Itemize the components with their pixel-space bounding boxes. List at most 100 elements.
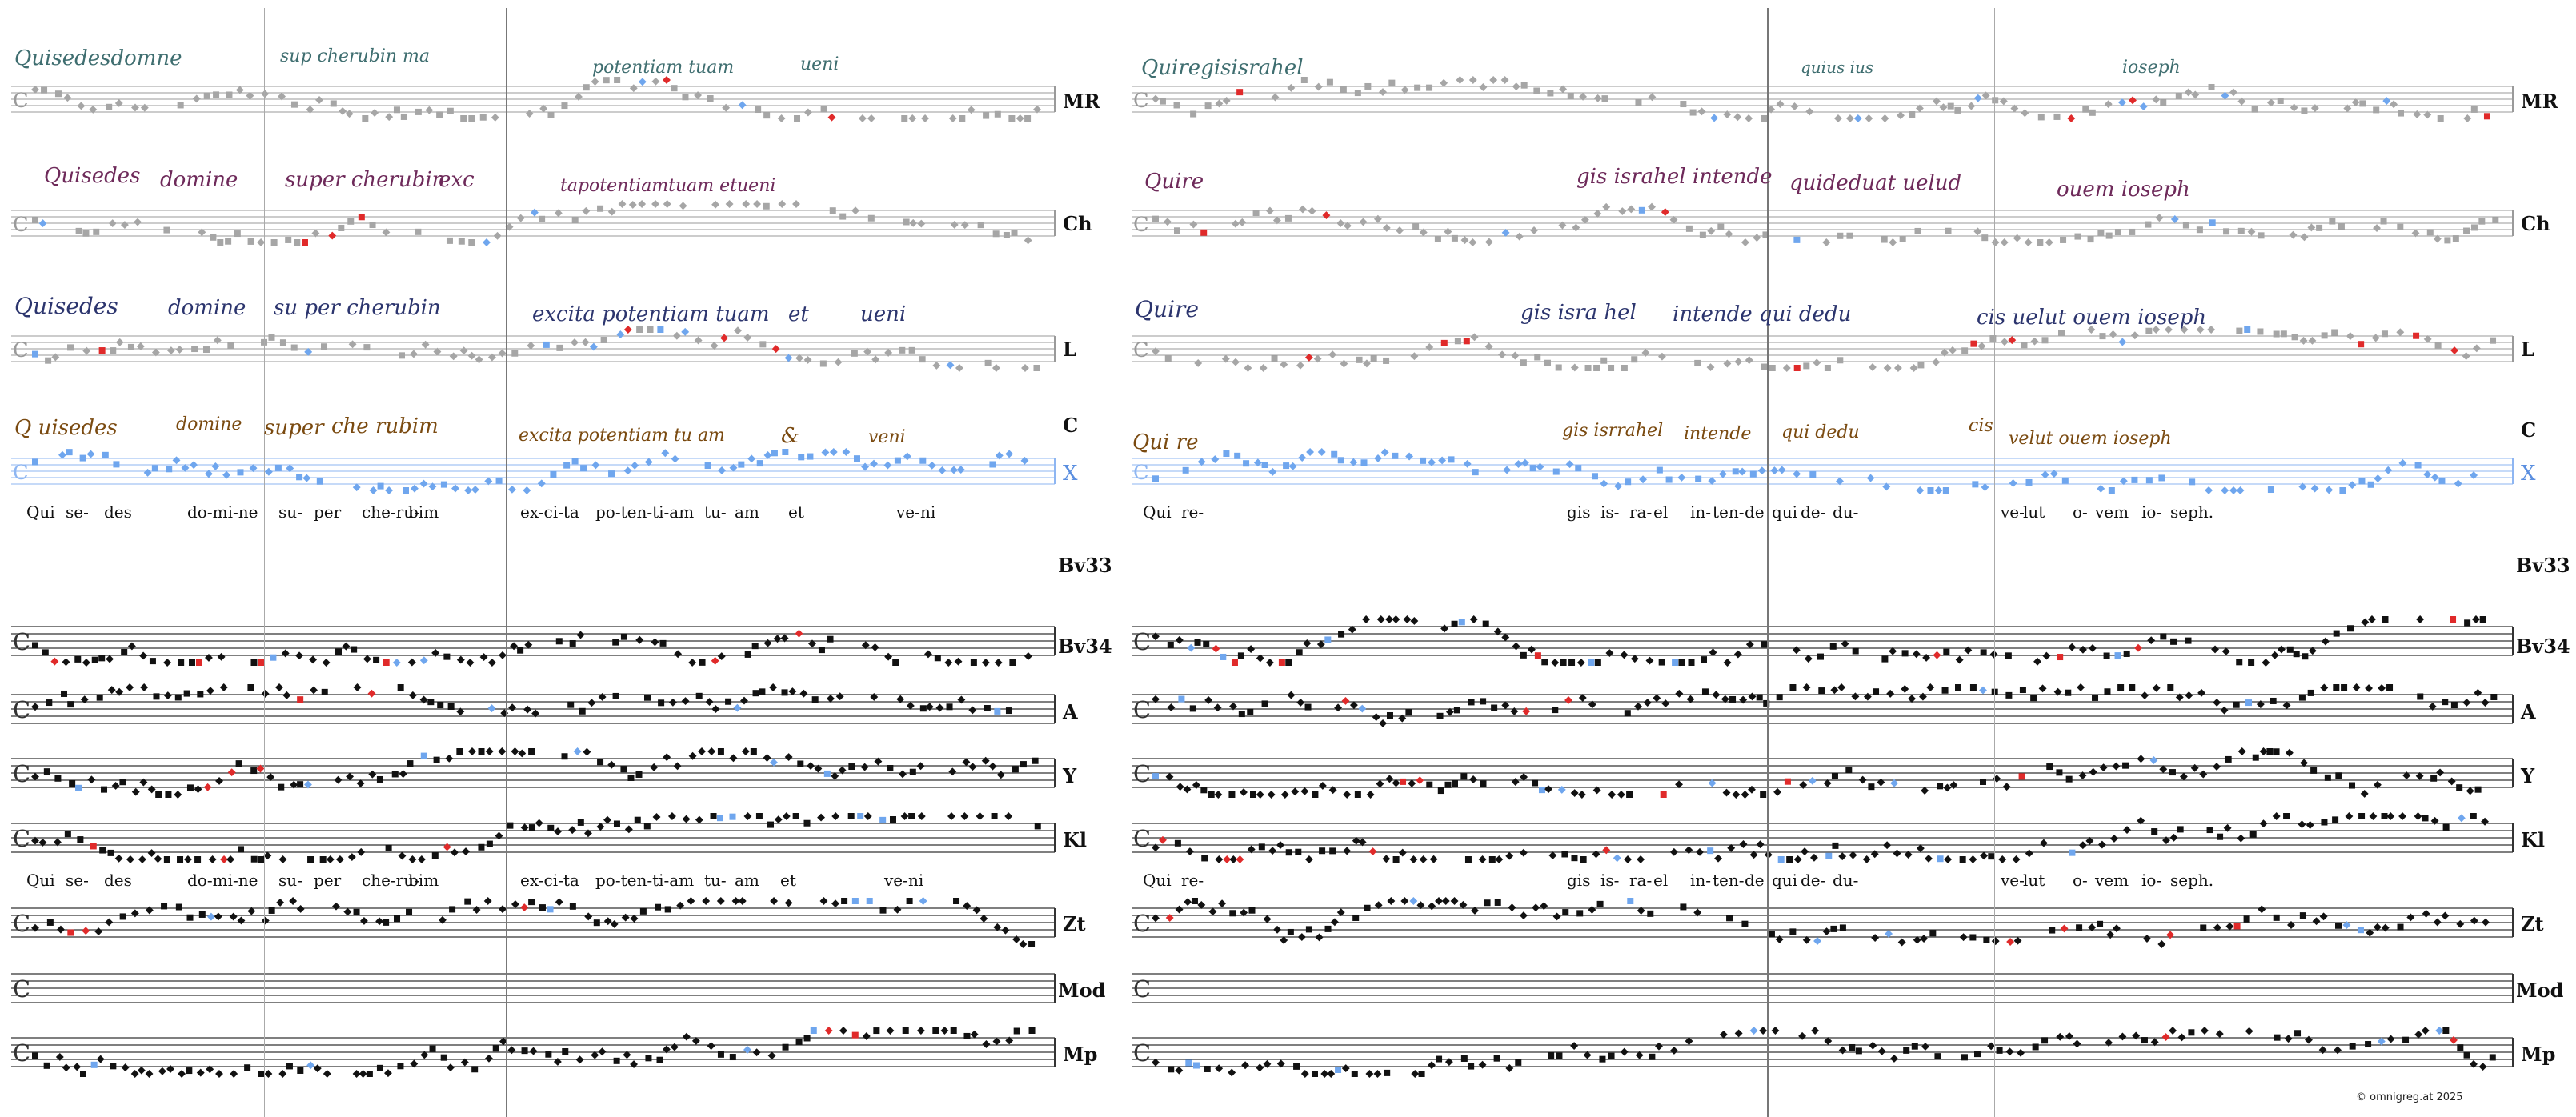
neume-rhombus bbox=[777, 114, 786, 122]
neume-rhombus bbox=[1748, 692, 1757, 701]
neume-rhombus bbox=[1256, 1063, 1264, 1072]
neume-rhombus bbox=[1822, 238, 1831, 246]
neume-punctum bbox=[1453, 707, 1460, 714]
neume-rhombus bbox=[1580, 215, 1589, 224]
clef-icon: C bbox=[13, 461, 29, 485]
neume-rhombus bbox=[2447, 777, 2456, 786]
neume-punctum bbox=[447, 107, 454, 114]
neume-rhombus bbox=[2017, 1048, 2025, 1057]
neume-punctum bbox=[528, 824, 535, 831]
neume-punctum bbox=[2273, 330, 2280, 338]
neume-rhombus bbox=[408, 691, 417, 699]
neume-punctum bbox=[1420, 457, 1427, 464]
neume-rhombus bbox=[1330, 918, 1339, 927]
neume-rhombus bbox=[2262, 659, 2270, 667]
neume-rhombus bbox=[2318, 1046, 2327, 1055]
neume-rhombus bbox=[1793, 470, 1801, 478]
neume-punctum bbox=[970, 659, 977, 666]
neume-punctum bbox=[2294, 1030, 2302, 1037]
lyric-syllable: do-mi-ne bbox=[187, 502, 258, 522]
neume-punctum bbox=[2005, 652, 2012, 659]
neume-punctum bbox=[1464, 856, 1472, 863]
neume-punctum bbox=[866, 898, 873, 904]
neume-rhombus bbox=[2282, 701, 2291, 710]
neume-punctum bbox=[42, 649, 49, 656]
neume-rhombus bbox=[2152, 326, 2161, 334]
neume-punctum bbox=[682, 94, 689, 101]
neume-punctum bbox=[1364, 904, 1371, 911]
neume-rhombus bbox=[147, 785, 156, 794]
neume-rhombus bbox=[1165, 772, 1174, 781]
neume-punctum bbox=[593, 919, 600, 927]
neume-rhombus bbox=[1300, 787, 1309, 795]
neume-punctum bbox=[1899, 235, 1906, 242]
neume-rhombus bbox=[2179, 772, 2188, 781]
neume-rhombus bbox=[2351, 98, 2360, 106]
neume-rhombus bbox=[743, 812, 752, 820]
neume-rhombus bbox=[1991, 238, 2000, 246]
neume-punctum bbox=[2365, 1041, 2372, 1048]
neume-punctum bbox=[569, 639, 576, 647]
neume-punctum bbox=[1271, 355, 1278, 362]
neume-punctum bbox=[1480, 698, 1487, 705]
neume-rhombus bbox=[672, 331, 681, 340]
neume-punctum bbox=[1947, 102, 1954, 110]
neume-rhombus bbox=[136, 342, 145, 350]
neume-rhombus bbox=[1770, 466, 1779, 475]
neume-punctum bbox=[77, 836, 84, 843]
neume-rhombus bbox=[1710, 114, 1719, 122]
neume-rhombus bbox=[1405, 452, 1414, 461]
neume-punctum bbox=[67, 701, 74, 708]
neume-rhombus bbox=[419, 695, 428, 704]
neume-rhombus bbox=[2164, 326, 2173, 334]
neume-punctum bbox=[798, 454, 805, 461]
neume-punctum bbox=[2233, 923, 2241, 930]
neume-punctum bbox=[1699, 231, 1706, 238]
neume-punctum bbox=[643, 823, 651, 830]
neume-rhombus bbox=[1152, 695, 1160, 703]
neume-rhombus bbox=[1231, 219, 1240, 228]
neume-rhombus bbox=[589, 342, 598, 351]
neume-rhombus bbox=[1240, 908, 1248, 917]
neume-rhombus bbox=[1981, 91, 1990, 100]
neume-punctum bbox=[290, 101, 298, 108]
neume-rhombus bbox=[573, 747, 582, 755]
staff-label-a: A bbox=[2521, 700, 2536, 723]
neume-punctum bbox=[1593, 365, 1600, 371]
neume-rhombus bbox=[339, 106, 347, 115]
neume-punctum bbox=[274, 464, 282, 471]
neume-rhombus bbox=[2430, 473, 2439, 482]
neume-punctum bbox=[738, 461, 745, 468]
lyric-syllable: de- bbox=[1801, 871, 1826, 890]
neume-rhombus bbox=[2463, 114, 2472, 122]
neume-punctum bbox=[903, 218, 910, 226]
neume-rhombus bbox=[2422, 909, 2430, 918]
neume-rhombus bbox=[1627, 205, 1636, 214]
neume-punctum bbox=[321, 688, 328, 695]
neume-rhombus bbox=[982, 1040, 991, 1048]
neume-rhombus bbox=[80, 695, 89, 704]
neume-rhombus bbox=[1373, 214, 1382, 223]
neume-rhombus bbox=[1273, 925, 1282, 934]
neume-rhombus bbox=[1920, 935, 1929, 943]
neume-punctum bbox=[321, 343, 328, 350]
neume-rhombus bbox=[893, 905, 902, 914]
neume-rhombus bbox=[472, 906, 481, 914]
neume-punctum bbox=[1324, 636, 1332, 643]
neume-rhombus bbox=[725, 200, 734, 208]
neume-rhombus bbox=[1514, 460, 1523, 468]
neume-rhombus bbox=[1863, 692, 1872, 701]
neume-rhombus bbox=[1593, 210, 1602, 218]
neume-rhombus bbox=[927, 461, 936, 470]
neume-punctum bbox=[1324, 925, 1332, 932]
neume-punctum bbox=[989, 461, 996, 468]
neume-rhombus bbox=[2435, 1027, 2444, 1035]
lyric-syllable: re- bbox=[1181, 871, 1204, 890]
neume-punctum bbox=[67, 344, 74, 351]
neume-rhombus bbox=[817, 813, 826, 822]
neume-rhombus bbox=[771, 345, 780, 354]
neume-punctum bbox=[163, 226, 170, 234]
neume-rhombus bbox=[1194, 359, 1203, 367]
neume-punctum bbox=[250, 855, 258, 863]
neume-rhombus bbox=[1973, 227, 1982, 236]
